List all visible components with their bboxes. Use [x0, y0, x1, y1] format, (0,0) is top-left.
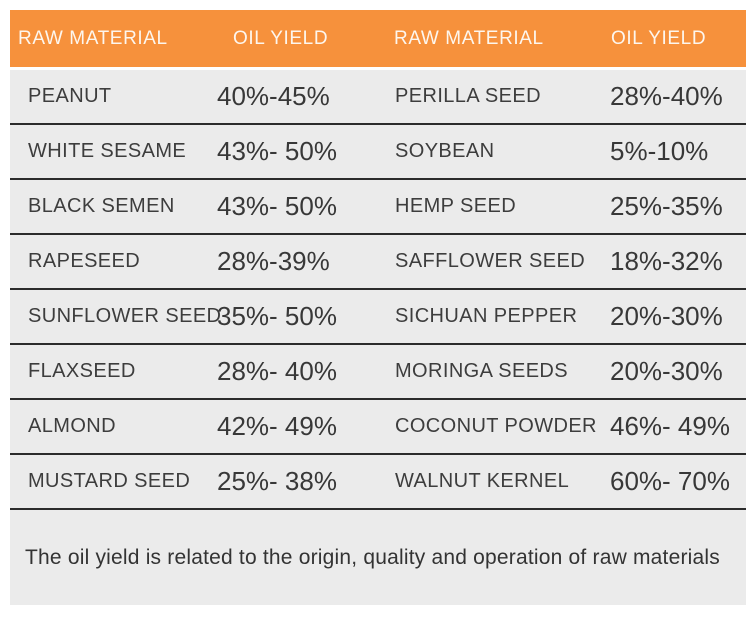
material-cell: SICHUAN PEPPER: [395, 305, 578, 327]
yield-cell: 20%-30%: [610, 356, 723, 386]
footer-note: The oil yield is related to the origin, …: [25, 545, 720, 569]
table-row: MUSTARD SEED 25%- 38% WALNUT KERNEL 60%-…: [10, 455, 746, 510]
yield-cell: 25%- 38%: [217, 466, 337, 496]
material-cell: SOYBEAN: [395, 140, 495, 162]
table-body: PEANUT 40%-45% PERILLA SEED 28%-40% WHIT…: [10, 70, 746, 510]
table-row: PEANUT 40%-45% PERILLA SEED 28%-40%: [10, 70, 746, 125]
yield-cell: 46%- 49%: [610, 411, 730, 441]
yield-cell: 20%-30%: [610, 301, 723, 331]
yield-cell: 5%-10%: [610, 136, 709, 166]
yield-cell: 40%-45%: [217, 81, 330, 111]
table-row: BLACK SEMEN 43%- 50% HEMP SEED 25%-35%: [10, 180, 746, 235]
header-oil-yield-left: OIL YIELD: [233, 27, 329, 49]
table-row: FLAXSEED 28%- 40% MORINGA SEEDS 20%-30%: [10, 345, 746, 400]
material-cell: WHITE SESAME: [28, 140, 187, 162]
yield-cell: 42%- 49%: [217, 411, 337, 441]
table-row: ALMOND 42%- 49% COCONUT POWDER 46%- 49%: [10, 400, 746, 455]
material-cell: WALNUT KERNEL: [395, 470, 570, 492]
table-footer: The oil yield is related to the origin, …: [10, 510, 746, 605]
yield-cell: 43%- 50%: [217, 136, 337, 166]
material-cell: COCONUT POWDER: [395, 415, 597, 437]
header-raw-material-right: RAW MATERIAL: [394, 27, 544, 49]
material-cell: MORINGA SEEDS: [395, 360, 569, 382]
table-row: RAPESEED 28%-39% SAFFLOWER SEED 18%-32%: [10, 235, 746, 290]
material-cell: FLAXSEED: [28, 360, 136, 382]
yield-cell: 28%-40%: [610, 81, 723, 111]
material-cell: PEANUT: [28, 85, 112, 107]
material-cell: RAPESEED: [28, 250, 141, 272]
material-cell: MUSTARD SEED: [28, 470, 191, 492]
table-row: WHITE SESAME 43%- 50% SOYBEAN 5%-10%: [10, 125, 746, 180]
yield-cell: 28%- 40%: [217, 356, 337, 386]
material-cell: PERILLA SEED: [395, 85, 541, 107]
yield-cell: 43%- 50%: [217, 191, 337, 221]
material-cell: HEMP SEED: [395, 195, 517, 217]
yield-cell: 35%- 50%: [217, 301, 337, 331]
oil-yield-table: RAW MATERIAL OIL YIELD RAW MATERIAL OIL …: [10, 10, 746, 605]
table-row: SUNFLOWER SEED 35%- 50% SICHUAN PEPPER 2…: [10, 290, 746, 345]
material-cell: BLACK SEMEN: [28, 195, 175, 217]
header-raw-material-left: RAW MATERIAL: [18, 27, 168, 49]
material-cell: ALMOND: [28, 415, 116, 437]
header-oil-yield-right: OIL YIELD: [611, 27, 707, 49]
yield-cell: 25%-35%: [610, 191, 723, 221]
material-cell: SAFFLOWER SEED: [395, 250, 586, 272]
yield-cell: 18%-32%: [610, 246, 723, 276]
yield-cell: 60%- 70%: [610, 466, 730, 496]
table-header-row: RAW MATERIAL OIL YIELD RAW MATERIAL OIL …: [10, 10, 746, 67]
yield-cell: 28%-39%: [217, 246, 330, 276]
material-cell: SUNFLOWER SEED: [28, 305, 222, 327]
